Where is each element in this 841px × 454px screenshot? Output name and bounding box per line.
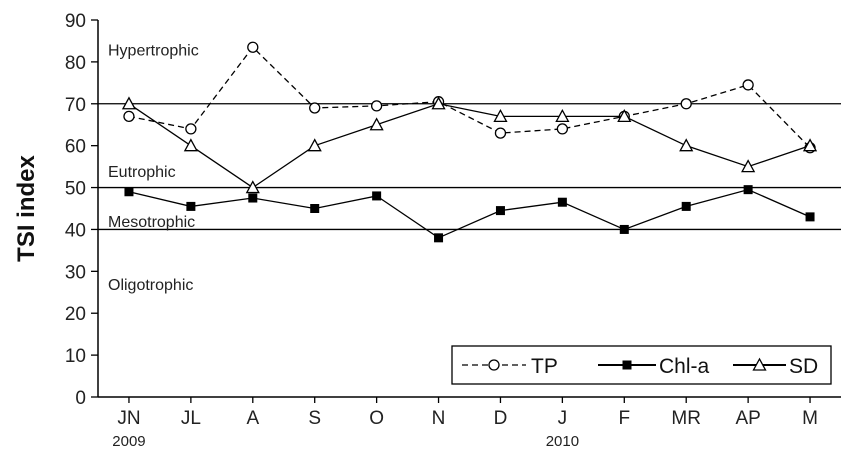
data-point-chl-a <box>495 206 505 216</box>
x-tick-label: JN <box>117 408 140 429</box>
data-point-chl-a <box>310 204 320 213</box>
x-tick-label: A <box>246 408 259 429</box>
legend-label-sd: SD <box>789 355 818 378</box>
y-tick-label: 80 <box>65 53 86 74</box>
zone-label: Eutrophic <box>108 164 176 181</box>
data-point-chl-a <box>681 201 691 211</box>
data-point-sd <box>121 96 137 110</box>
data-point-chl-a <box>186 201 196 211</box>
data-point-sd <box>555 108 570 122</box>
data-point-tp <box>742 79 754 91</box>
x-tick-label: MR <box>671 408 701 429</box>
legend-label-tp: TP <box>531 355 558 378</box>
x-tick-label: S <box>308 408 321 429</box>
series-line-chl-a <box>128 188 811 239</box>
data-point-sd <box>493 108 508 122</box>
data-point-sd <box>741 159 756 173</box>
zone-label: Oligotrophic <box>108 277 193 294</box>
data-point-sd <box>617 108 632 122</box>
series-line-tp <box>128 46 811 149</box>
data-point-tp <box>494 127 507 139</box>
data-point-sd <box>183 138 198 152</box>
y-tick-label: 40 <box>65 220 86 241</box>
data-point-tp <box>370 100 383 112</box>
series-line-sd <box>128 103 811 189</box>
data-point-tp <box>309 102 321 114</box>
y-tick-label: 60 <box>65 137 86 158</box>
data-point-chl-a <box>248 193 258 203</box>
y-axis-title: TSI index <box>13 155 40 262</box>
y-tick-label: 70 <box>65 95 86 116</box>
data-point-chl-a <box>805 212 815 222</box>
data-point-sd <box>307 138 322 152</box>
legend-marker-sd <box>752 357 767 371</box>
y-tick-label: 10 <box>65 346 86 367</box>
zone-label: Hypertrophic <box>108 42 199 59</box>
zone-label: Mesotrophic <box>108 214 195 231</box>
x-tick-label: J <box>558 408 568 429</box>
x-tick-label: N <box>432 408 446 429</box>
data-point-tp <box>556 123 569 135</box>
data-point-sd <box>679 138 694 152</box>
x-tick-label: JL <box>181 408 201 429</box>
legend-marker-tp <box>488 359 500 371</box>
data-point-tp <box>185 123 197 135</box>
data-point-tp <box>680 98 692 110</box>
y-tick-label: 50 <box>65 179 86 200</box>
data-point-sd <box>245 180 260 194</box>
legend-label-chl-a: Chl-a <box>659 355 710 378</box>
y-tick-label: 20 <box>65 304 86 325</box>
data-point-tp <box>247 41 259 53</box>
y-tick-label: 90 <box>65 11 86 32</box>
legend-marker-chl-a <box>622 360 632 370</box>
x-tick-label: F <box>618 408 630 429</box>
x-tick-label: O <box>369 408 384 429</box>
y-tick-label: 0 <box>75 388 86 409</box>
y-tick-label: 30 <box>65 262 86 283</box>
x-tick-label: AP <box>735 408 760 429</box>
data-point-chl-a <box>743 185 753 195</box>
data-point-chl-a <box>124 187 134 197</box>
x-tick-label: D <box>494 408 508 429</box>
data-point-sd <box>369 117 384 131</box>
data-point-sd <box>431 96 446 110</box>
year-label: 2009 <box>112 433 145 450</box>
x-tick-label: M <box>802 408 818 429</box>
year-label: 2010 <box>546 433 579 450</box>
data-point-chl-a <box>557 197 567 207</box>
plot-area: 0 10 20 30 40 50 60 70 80 90 JN JL A S O N D J F MR AP M 2009 2… <box>13 11 841 450</box>
data-point-chl-a <box>434 233 444 243</box>
data-point-sd <box>802 138 818 152</box>
data-point-chl-a <box>619 224 629 234</box>
data-point-chl-a <box>372 191 382 201</box>
data-point-tp <box>123 110 135 122</box>
